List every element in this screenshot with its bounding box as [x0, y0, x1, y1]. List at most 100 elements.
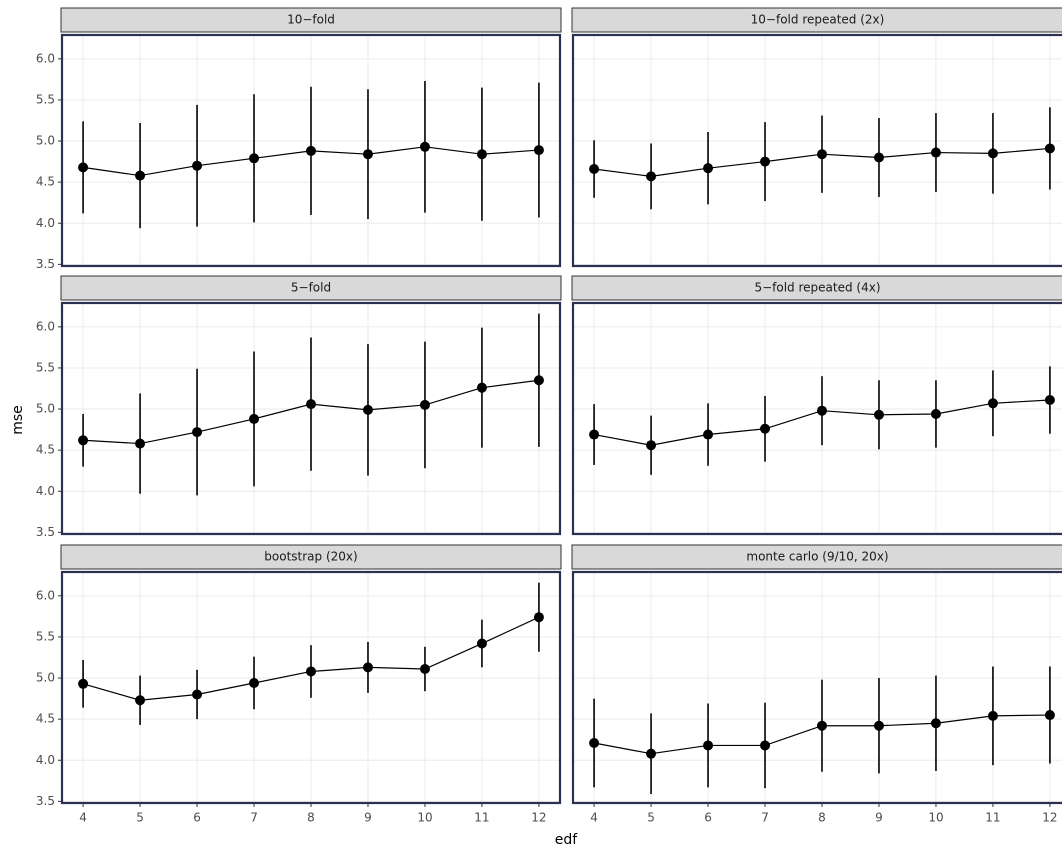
point [1044, 395, 1055, 406]
strip-title: 5−fold [291, 281, 331, 295]
y-tick-label: 3.5 [36, 525, 55, 539]
strip [60, 275, 562, 301]
point [760, 156, 771, 167]
x-tick-label: 9 [364, 811, 372, 825]
x-tick-label: 11 [985, 811, 1000, 825]
point [987, 148, 998, 159]
point [419, 664, 430, 675]
point [1044, 143, 1055, 154]
y-tick-label: 5.0 [36, 134, 55, 148]
strip [60, 544, 562, 570]
x-tick-label: 5 [647, 811, 655, 825]
strip [60, 7, 562, 33]
x-tick-label: 11 [474, 811, 489, 825]
panel-border [571, 33, 1062, 268]
panel-border [60, 33, 562, 268]
point [362, 149, 373, 160]
point [817, 720, 827, 731]
point [533, 145, 544, 156]
point [930, 147, 941, 158]
point [419, 399, 430, 410]
y-tick-label: 6.0 [36, 319, 55, 333]
point [760, 423, 771, 434]
point [703, 740, 714, 751]
panel-background [573, 35, 1062, 266]
point [873, 409, 884, 420]
strip-title: 10−fold repeated (2x) [751, 13, 885, 27]
y-tick-label: 3.5 [36, 257, 55, 271]
point [589, 163, 600, 174]
point [476, 638, 487, 649]
strip-title: monte carlo (9/10, 20x) [746, 550, 888, 564]
point [419, 141, 430, 152]
x-tick-label: 10 [928, 811, 943, 825]
point [589, 737, 600, 748]
y-tick-label: 4.5 [36, 443, 55, 457]
point [362, 404, 373, 415]
point [987, 710, 998, 721]
point [249, 677, 260, 688]
point [192, 427, 203, 438]
point [78, 435, 89, 446]
y-tick-label: 5.5 [36, 360, 55, 374]
x-tick-label: 4 [590, 811, 598, 825]
point [930, 408, 941, 419]
y-tick-label: 4.0 [36, 216, 55, 230]
point [192, 160, 203, 171]
point [78, 162, 89, 173]
point [135, 695, 146, 706]
point [135, 438, 146, 449]
x-tick-label: 4 [79, 811, 87, 825]
x-tick-label: 6 [704, 811, 712, 825]
strip [571, 7, 1062, 33]
point [760, 740, 771, 751]
y-tick-label: 4.5 [36, 175, 55, 189]
y-tick-label: 4.0 [36, 484, 55, 498]
y-axis-title: mse [10, 405, 26, 435]
y-tick-label: 5.0 [36, 671, 55, 685]
point [646, 748, 657, 759]
point [533, 375, 544, 386]
panel-border [571, 570, 1062, 805]
point [703, 163, 714, 174]
y-tick-label: 5.5 [36, 92, 55, 106]
point [1044, 710, 1055, 721]
strip [571, 544, 1062, 570]
x-tick-label: 10 [417, 811, 432, 825]
strip-title: bootstrap (20x) [264, 550, 357, 564]
y-tick-label: 3.5 [36, 794, 55, 808]
point [589, 429, 600, 440]
point [703, 429, 714, 440]
y-tick-label: 4.0 [36, 753, 55, 767]
point [987, 398, 998, 409]
x-tick-label: 12 [1042, 811, 1057, 825]
y-tick-label: 5.0 [36, 402, 55, 416]
point [533, 612, 544, 623]
point [646, 171, 657, 182]
x-tick-label: 5 [136, 811, 144, 825]
panel-background [573, 572, 1062, 803]
strip [571, 275, 1062, 301]
point [476, 149, 487, 160]
strip-title: 10−fold [287, 13, 335, 27]
panel-background [573, 303, 1062, 534]
y-tick-label: 5.5 [36, 629, 55, 643]
point [476, 382, 487, 393]
y-tick-label: 6.0 [36, 588, 55, 602]
point [306, 666, 316, 677]
point [362, 662, 373, 673]
x-tick-label: 12 [531, 811, 546, 825]
point [817, 149, 827, 160]
point [78, 678, 89, 689]
y-tick-label: 4.5 [36, 712, 55, 726]
point [306, 399, 316, 410]
point [249, 153, 260, 164]
point [817, 405, 827, 416]
point [249, 413, 260, 424]
point [192, 689, 203, 700]
x-axis-title: edf [555, 832, 579, 848]
panel-border [60, 570, 562, 805]
x-tick-label: 8 [818, 811, 826, 825]
x-tick-label: 7 [761, 811, 769, 825]
